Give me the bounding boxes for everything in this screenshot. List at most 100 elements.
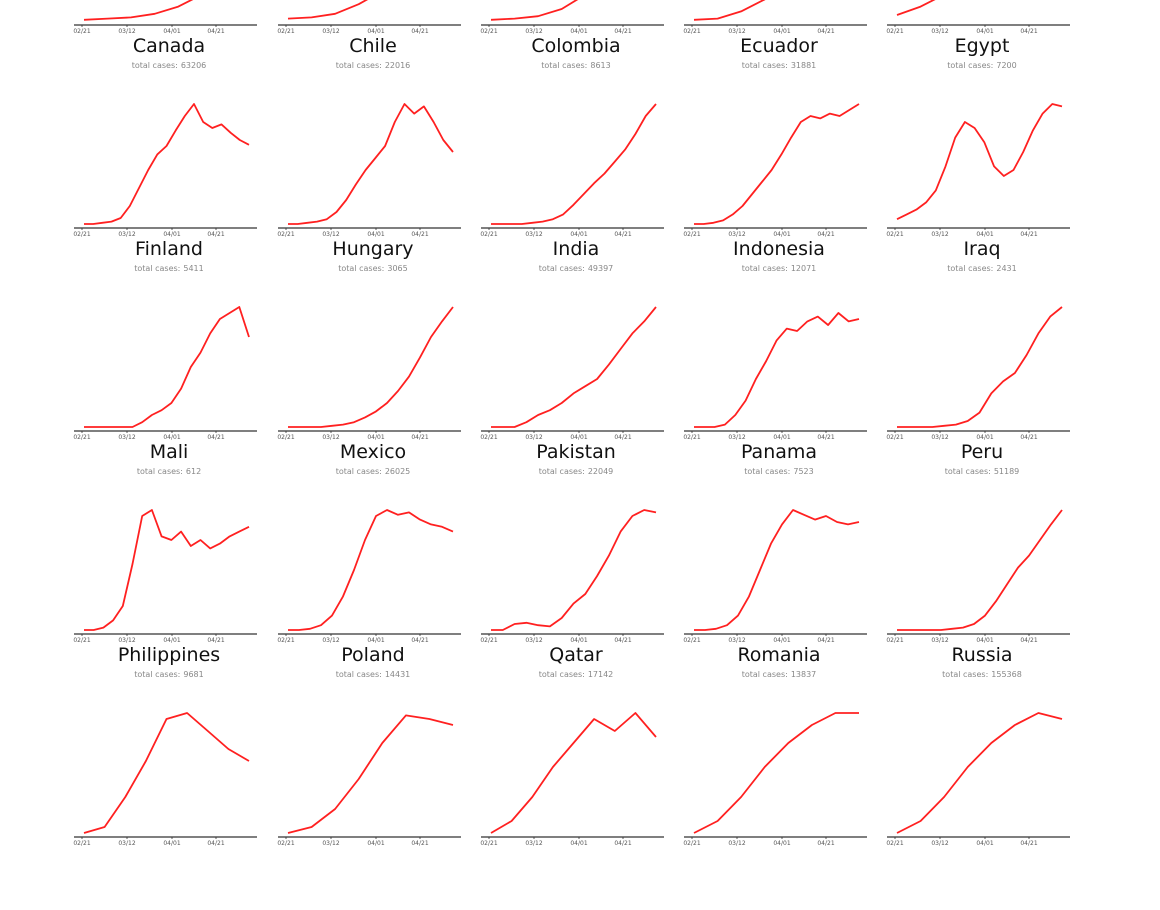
total-cases-value: 612 (185, 467, 202, 476)
country-name: Qatar (549, 644, 603, 666)
panel-plot: 02/21 03/12 04/01 04/21 (277, 0, 461, 35)
x-tick-label: 02/21 (683, 231, 700, 238)
panel-plot: 02/21 03/12 04/01 04/21 (277, 306, 461, 441)
country-name: India (552, 238, 600, 260)
series-line (897, 306, 1063, 428)
total-cases: total cases: 51189 (887, 467, 1077, 476)
total-cases-label: total cases: (541, 61, 588, 70)
panel: 02/21 03/12 04/01 04/21 Mexico total cases: 26… (277, 301, 478, 504)
x-tick-label: 04/01 (773, 28, 790, 35)
total-cases-value: 26025 (384, 467, 411, 476)
x-tick-label: 02/21 (683, 840, 700, 847)
x-tick-label: 04/21 (817, 28, 834, 35)
x-tick-label: 03/12 (322, 231, 339, 238)
x-tick-label: 04/01 (570, 434, 587, 441)
country-name: Chile (349, 35, 397, 57)
country-name: Peru (960, 441, 1004, 463)
x-tick-label: 04/21 (817, 637, 834, 644)
total-cases: total cases: 17142 (481, 670, 671, 679)
total-cases-label: total cases: (947, 61, 994, 70)
x-tick-label: 04/21 (817, 231, 834, 238)
series-line (490, 712, 657, 834)
x-tick-label: 04/21 (614, 28, 631, 35)
x-tick-label: 02/21 (277, 637, 294, 644)
country-name: Finland (135, 238, 203, 260)
x-tick-label: 02/21 (73, 434, 90, 441)
x-tick-label: 04/21 (207, 840, 224, 847)
total-cases-label: total cases: (134, 670, 181, 679)
x-tick-label: 03/12 (728, 28, 745, 35)
x-tick-label: 03/12 (322, 840, 339, 847)
x-tick-label: 02/21 (480, 840, 497, 847)
total-cases-label: total cases: (335, 670, 382, 679)
x-tick-label: 04/21 (207, 231, 224, 238)
panel-plot: 02/21 03/12 04/01 04/21 (480, 306, 664, 441)
panel: 02/21 03/12 04/01 04/21 Philippines total cas… (73, 504, 274, 707)
country-name: Philippines (117, 644, 221, 666)
x-tick-label: 02/21 (886, 637, 903, 644)
panel: 02/21 03/12 04/01 04/21 Finland total cases: 5… (73, 98, 274, 301)
country-name: Pakistan (536, 441, 616, 463)
series-line (694, 509, 860, 631)
country-name: Mali (149, 441, 189, 463)
panel: 02/21 03/12 04/01 04/21 Pakistan total cases:… (480, 301, 681, 504)
panel-plot: 02/21 03/12 04/01 04/21 (683, 509, 867, 644)
x-tick-label: 04/21 (207, 434, 224, 441)
x-tick-label: 04/21 (1020, 434, 1037, 441)
panel: 02/21 03/12 04/01 04/21 Ecuador total cases: 3… (683, 0, 884, 98)
x-tick-label: 02/21 (480, 28, 497, 35)
total-cases-label: total cases: (338, 264, 385, 273)
panel: 02/21 03/12 04/01 04/21 Indonesia total cases… (683, 98, 884, 301)
x-tick-label: 03/12 (931, 434, 948, 441)
total-cases-label: total cases: (134, 264, 181, 273)
x-tick-label: 04/21 (614, 231, 631, 238)
country-name: Egypt (954, 35, 1010, 57)
x-tick-label: 04/21 (1020, 637, 1037, 644)
country-name: Colombia (531, 35, 621, 57)
x-tick-label: 04/21 (411, 28, 428, 35)
x-tick-label: 04/01 (773, 231, 790, 238)
panel: 02/21 03/12 04/01 04/21 Romania total cases: 1… (683, 504, 884, 707)
panel: 02/21 03/12 04/01 04/21 (480, 707, 681, 910)
total-cases-value: 49397 (587, 264, 614, 273)
series-line (491, 509, 657, 631)
total-cases-label: total cases: (741, 61, 788, 70)
x-tick-label: 04/21 (817, 840, 834, 847)
panel-plot: 02/21 03/12 04/01 04/21 (480, 103, 664, 238)
total-cases: total cases: 13837 (684, 670, 874, 679)
total-cases-label: total cases: (538, 670, 585, 679)
total-cases: total cases: 22049 (481, 467, 671, 476)
series-line (694, 103, 860, 225)
x-tick-label: 02/21 (73, 231, 90, 238)
series-line (693, 712, 859, 834)
total-cases-label: total cases: (335, 61, 382, 70)
panel-plot: 02/21 03/12 04/01 04/21 (277, 103, 461, 238)
total-cases: total cases: 63206 (74, 61, 264, 70)
x-tick-label: 04/21 (1020, 28, 1037, 35)
total-cases-value: 2431 (996, 264, 1017, 273)
panel: 02/21 03/12 04/01 04/21 Mali total cases: 612 (73, 301, 274, 504)
x-tick-label: 02/21 (73, 637, 90, 644)
x-tick-label: 02/21 (480, 231, 497, 238)
panel-plot: 02/21 03/12 04/01 04/21 (683, 312, 867, 441)
x-tick-label: 04/01 (976, 434, 993, 441)
panel-plot: 02/21 03/12 04/01 04/21 (480, 712, 664, 847)
total-cases-value: 14431 (384, 670, 411, 679)
panel: 02/21 03/12 04/01 04/21 Chile total cases: 220… (277, 0, 478, 98)
x-tick-label: 04/21 (411, 231, 428, 238)
x-tick-label: 04/21 (411, 840, 428, 847)
panel: 02/21 03/12 04/01 04/21 Russia total cases: 15… (886, 504, 1087, 707)
total-cases: total cases: 49397 (481, 264, 671, 273)
total-cases-label: total cases: (741, 670, 788, 679)
country-name: Iraq (963, 238, 1001, 260)
series-line (694, 312, 860, 428)
x-tick-label: 04/21 (207, 28, 224, 35)
x-tick-label: 04/01 (163, 231, 180, 238)
panel: 02/21 03/12 04/01 04/21 Iraq total cases: 2431 (886, 98, 1087, 301)
panel: 02/21 03/12 04/01 04/21 Peru total cases: 5118… (886, 301, 1087, 504)
panel-plot: 02/21 03/12 04/01 04/21 (73, 0, 257, 35)
small-multiples-grid: 02/21 03/12 04/01 04/21 Canada total cases: 63… (73, 0, 1087, 847)
x-tick-label: 04/21 (817, 434, 834, 441)
total-cases: total cases: 9681 (74, 670, 264, 679)
x-tick-label: 03/12 (931, 28, 948, 35)
